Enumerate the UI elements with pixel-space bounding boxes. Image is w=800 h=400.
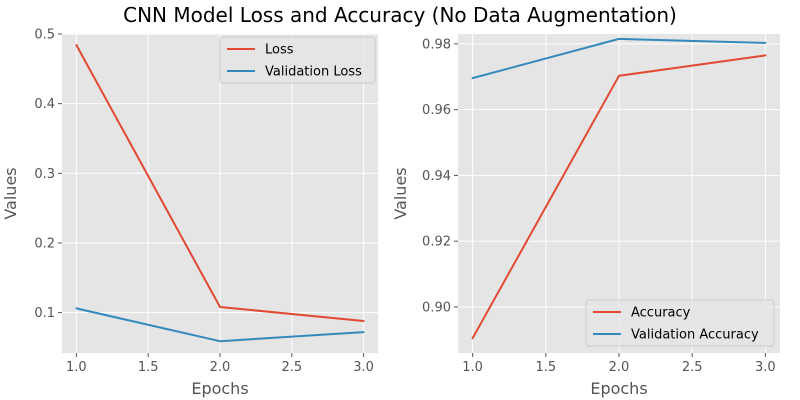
legend: Loss Validation Loss — [219, 36, 376, 84]
x-tick-label: 3.0 — [755, 360, 776, 375]
legend: Accuracy Validation Accuracy — [585, 299, 775, 347]
x-axis-label: Epochs — [191, 379, 248, 398]
legend-label: Validation Accuracy — [631, 328, 759, 343]
y-tick-label: 0.2 — [34, 236, 55, 251]
x-tick-label: 1.0 — [462, 360, 483, 375]
y-tick-label: 0.90 — [422, 300, 451, 315]
series-line-accuracy — [471, 54, 767, 340]
x-axis-label: Epochs — [590, 379, 647, 398]
x-tick-label: 2.0 — [609, 360, 630, 375]
y-tick-label: 0.3 — [34, 167, 55, 182]
legend-label: Loss — [265, 43, 294, 58]
y-tick-label: 0.4 — [34, 97, 55, 112]
y-tick-label: 0.96 — [422, 103, 451, 118]
figure-title: CNN Model Loss and Accuracy (No Data Aug… — [123, 3, 677, 27]
series-line-validation-loss — [75, 307, 365, 343]
x-tick-label: 3.0 — [353, 360, 374, 375]
legend-box — [219, 36, 376, 84]
y-axis-label: Values — [1, 167, 20, 219]
legend-label: Accuracy — [631, 306, 691, 321]
legend-label: Validation Loss — [265, 65, 362, 80]
subplot-1: 1.0 1.5 2.0 2.5 3.0 0.1 0.2 0.3 0.4 0.5 Epochs Valu… — [1, 28, 378, 398]
y-tick-label: 0.92 — [422, 235, 451, 250]
legend-box — [585, 299, 775, 347]
series-line-validation-accuracy — [471, 37, 767, 80]
x-tick-label: 1.5 — [138, 360, 159, 375]
subplot-2: 1.0 1.5 2.0 2.5 3.0 0.90 0.92 0.94 0.96 0.98 Epoch… — [391, 34, 780, 398]
x-tick-label: 2.5 — [281, 360, 302, 375]
series-line-loss — [75, 44, 365, 322]
y-tick-label: 0.5 — [34, 28, 55, 43]
x-tick-label: 1.5 — [535, 360, 556, 375]
x-tick-label: 2.0 — [210, 360, 231, 375]
x-tick-label: 2.5 — [682, 360, 703, 375]
y-tick-label: 0.1 — [34, 306, 55, 321]
x-tick-label: 1.0 — [66, 360, 87, 375]
y-axis-label: Values — [391, 167, 410, 219]
y-tick-label: 0.98 — [422, 37, 451, 52]
y-tick-label: 0.94 — [422, 169, 451, 184]
